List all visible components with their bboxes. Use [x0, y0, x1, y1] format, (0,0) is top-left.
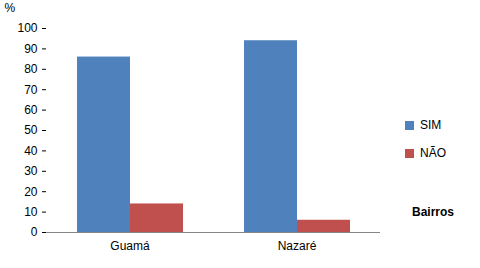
svg-text:20: 20	[24, 185, 38, 199]
svg-text:%: %	[5, 1, 16, 15]
svg-text:60: 60	[24, 103, 38, 117]
svg-text:40: 40	[24, 144, 38, 158]
svg-text:30: 30	[24, 164, 38, 178]
svg-text:50: 50	[24, 123, 38, 137]
html-text:NÃO: NÃO	[420, 146, 446, 160]
html-text:SIM: SIM	[420, 118, 442, 132]
svg-text:100: 100	[17, 21, 37, 35]
html-text:Bairros: Bairros	[412, 205, 454, 219]
svg-text:10: 10	[24, 205, 38, 219]
svg-text:80: 80	[24, 62, 38, 76]
svg-text:Nazaré: Nazaré	[278, 239, 317, 253]
svg-text:Guamá: Guamá	[110, 239, 150, 253]
svg-text:0: 0	[31, 225, 38, 239]
svg-text:70: 70	[24, 83, 38, 97]
svg-text:90: 90	[24, 42, 38, 56]
